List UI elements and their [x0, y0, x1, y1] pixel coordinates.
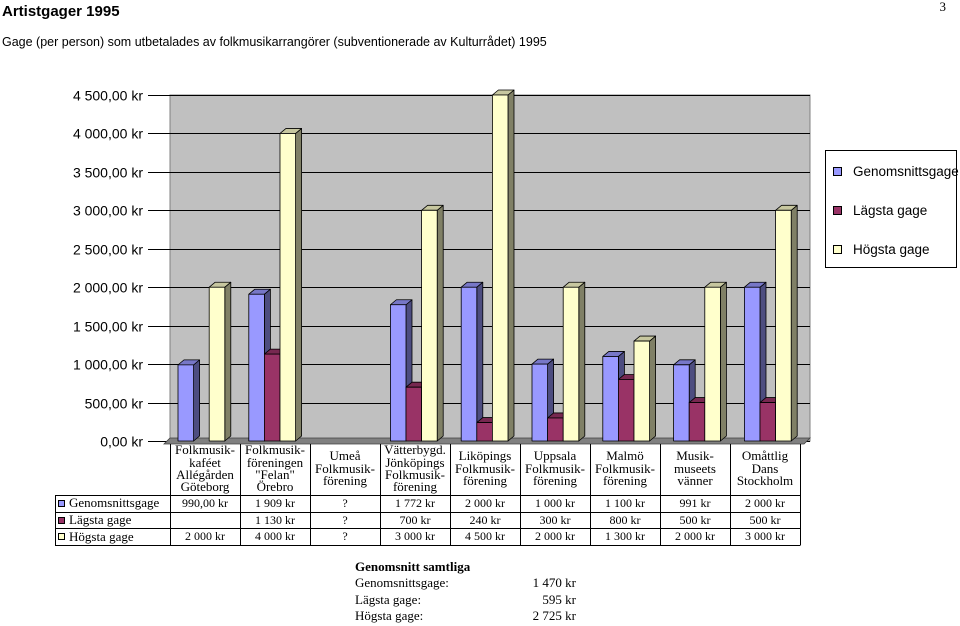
bar-genomsnittsgage-5: [460, 281, 484, 442]
bar-hogsta-gage-5: [491, 89, 515, 442]
bar-side-face: [295, 128, 303, 442]
y-tick-label: 4 500,00 kr: [73, 88, 143, 104]
bar-hogsta-gage-4: [421, 204, 444, 442]
legend: Genomsnittsgage Lägsta gage Högsta gage: [825, 150, 959, 268]
bar-hogsta-gage-7: [633, 335, 656, 442]
bar-front-face: [759, 402, 777, 442]
bar-side-face: [436, 204, 444, 442]
page-subtitle: Gage (per person) som utbetalades av fol…: [2, 35, 547, 49]
bar-hogsta-gage-2: [279, 128, 303, 442]
bar-side-face: [193, 359, 201, 442]
legend-item-genomsnittsgage: Genomsnittsgage: [826, 163, 959, 179]
bar-side-face: [224, 281, 232, 442]
bar-side-face: [720, 281, 727, 442]
bar-front-face: [405, 386, 423, 442]
summary: Genomsnitt samtliga Genomsnittsgage: 1 4…: [355, 559, 576, 624]
bar-front-face: [263, 353, 281, 442]
legend-label: Lägsta gage: [853, 202, 928, 218]
summary-row-genomsnittsgage: Genomsnittsgage: 1 470 kr: [355, 575, 576, 591]
summary-row-label: Högsta gage:: [355, 607, 424, 623]
legend-item-hogsta-gage: Högsta gage: [826, 241, 956, 257]
summary-row-lagsta-gage: Lägsta gage: 595 kr: [355, 592, 576, 608]
bar-front-face: [562, 286, 580, 442]
bar-genomsnittsgage-1: [177, 359, 201, 442]
bar-hogsta-gage-1: [208, 281, 232, 442]
bar-front-face: [775, 209, 792, 442]
summary-title: Genomsnitt samtliga: [355, 559, 471, 574]
y-tick-label: 0,00 kr: [100, 434, 143, 450]
summary-row-hogsta-gage: Högsta gage: 2 725 kr: [355, 608, 576, 624]
legend-key-hogsta-gage: [833, 244, 842, 254]
summary-row-value: 1 470 kr: [532, 575, 576, 591]
legend-key-lagsta-gage: [833, 205, 842, 215]
bar-front-face: [618, 379, 635, 442]
y-tick-label: 4 000,00 kr: [73, 126, 143, 142]
bar-side-face: [790, 204, 798, 442]
bar-front-face: [208, 286, 226, 442]
bar-front-face: [389, 304, 407, 442]
page-title: Artistgager 1995: [2, 3, 120, 20]
y-tick-label: 3 000,00 kr: [73, 203, 143, 219]
bar-side-face: [476, 281, 484, 442]
bar-front-face: [633, 340, 651, 442]
bar-hogsta-gage-8: [704, 281, 727, 442]
bar-front-face: [421, 209, 438, 442]
page-number: 3: [939, 0, 947, 14]
bar-hogsta-gage-9: [775, 204, 798, 442]
y-tick-label: 500,00 kr: [85, 396, 144, 412]
y-tick-label: 1 000,00 kr: [73, 357, 143, 373]
bar-front-face: [460, 286, 478, 442]
y-tick-label: 2 500,00 kr: [73, 242, 143, 258]
legend-key-genomsnittsgage: [833, 166, 842, 176]
bar-side-face: [578, 281, 586, 442]
bar-front-face: [248, 293, 265, 442]
bar-front-face: [279, 133, 297, 442]
bar-front-face: [673, 364, 690, 442]
summary-row-label: Lägsta gage:: [355, 591, 422, 607]
legend-label: Genomsnittsgage: [853, 163, 959, 179]
bar-side-face: [649, 335, 656, 442]
bar-front-face: [602, 356, 619, 442]
bar-front-face: [476, 422, 493, 442]
bar-front-face: [688, 402, 706, 442]
legend-label: Högsta gage: [853, 241, 930, 257]
bar-front-face: [531, 363, 549, 442]
bar-side-face: [507, 89, 515, 442]
summary-row-value: 595 kr: [542, 591, 576, 607]
bar-front-face: [177, 364, 195, 442]
y-tick-label: 1 500,00 kr: [73, 319, 143, 335]
bar-hogsta-gage-6: [562, 281, 586, 442]
y-tick-label: 2 000,00 kr: [73, 280, 143, 296]
summary-row-label: Genomsnittsgage:: [355, 575, 449, 591]
bar-front-face: [704, 286, 721, 442]
bar-front-face: [744, 286, 761, 442]
summary-row-value: 2 725 kr: [532, 607, 576, 623]
y-tick-label: 3 500,00 kr: [73, 165, 143, 181]
bar-front-face: [491, 94, 509, 442]
bar-front-face: [547, 417, 564, 442]
legend-item-lagsta-gage: Lägsta gage: [826, 202, 956, 218]
